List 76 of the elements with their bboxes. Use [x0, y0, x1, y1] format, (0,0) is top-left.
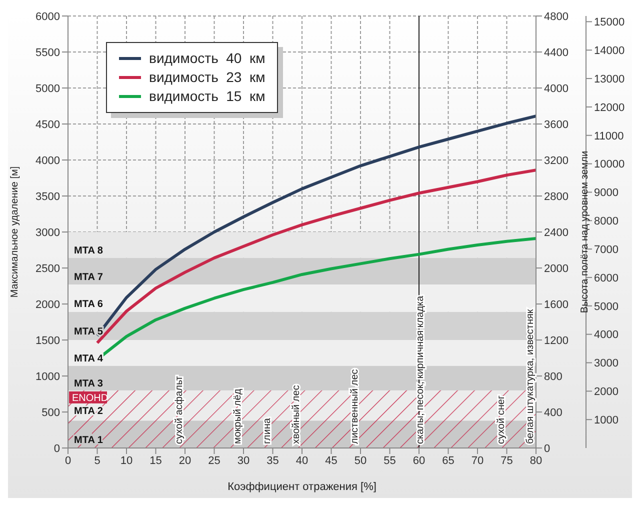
y3-tick-label: 12000 [594, 102, 625, 114]
x-tick-label: 20 [178, 454, 192, 467]
x-tick-label: 60 [412, 454, 426, 467]
y2-tick-label: 4400 [544, 46, 568, 59]
y2-tick-label: 1600 [544, 298, 568, 311]
y2-tick-label: 2000 [544, 262, 568, 275]
y3-tick-label: 1000 [594, 414, 618, 426]
band-label: MTA 7 [74, 272, 104, 283]
x-tick-label: 25 [208, 454, 220, 467]
y-tick-label: 5000 [36, 82, 60, 95]
y2-tick-label: 3200 [544, 154, 568, 167]
y2-tick-label: 3600 [544, 118, 568, 131]
y3-tick-label: 11000 [594, 130, 624, 142]
annotation: сухой снег [496, 395, 507, 444]
y-tick-label: 3500 [36, 190, 60, 203]
y3-tick-label: 13000 [594, 73, 625, 86]
y2-tick-label: 2400 [544, 226, 568, 239]
x-tick-label: 50 [354, 454, 367, 467]
y-tick-label: 5500 [36, 46, 60, 59]
x-tick-label: 40 [296, 454, 308, 467]
y2-tick-label: 2800 [544, 190, 568, 203]
legend-label: видимость 15 км [149, 87, 266, 106]
y3-tick-label: 6000 [594, 272, 618, 284]
y3-tick-label: 7000 [594, 244, 618, 256]
y3-tick-label: 2000 [594, 386, 618, 398]
y3-tick-label: 14000 [594, 45, 625, 58]
x-tick-label: 0 [64, 454, 72, 467]
annotation: хвойный лес [291, 385, 302, 444]
x-tick-label: 45 [325, 454, 338, 467]
x-tick-label: 30 [237, 454, 250, 467]
y2-tick-label: 800 [544, 370, 562, 383]
x-tick-label: 70 [471, 454, 484, 467]
y2-axis-title: Высота полёта над уровнем земли [580, 150, 591, 314]
y-tick-label: 4000 [36, 154, 60, 167]
annotation: лиственный лес [350, 369, 360, 444]
annotation: сухой асфальт [174, 376, 185, 444]
legend-label: видимость 40 км [149, 49, 266, 68]
y2-tick-label: 400 [544, 406, 562, 419]
y-tick-label: 4500 [36, 118, 60, 131]
x-axis-title: Коэффициент отражения [%] [228, 481, 376, 493]
x-tick-label: 10 [120, 454, 133, 467]
y-tick-label: 2000 [36, 298, 60, 311]
x-tick-label: 5 [94, 454, 100, 467]
y3-tick-label: 10000 [594, 158, 625, 171]
y3-tick-label: 9000 [594, 187, 618, 200]
ref-line-label: скалы, песок, кирпичная кладка [415, 295, 426, 444]
x-tick-label: 15 [150, 454, 162, 467]
band-label: MTA 6 [74, 298, 104, 310]
annotation: глина [262, 418, 273, 444]
x-tick-label: 35 [266, 454, 279, 467]
annotation: мокрый лёд [232, 388, 244, 444]
y3-tick-label: 5000 [594, 300, 618, 313]
y3-tick-label: 15000 [594, 16, 625, 29]
y3-tick-label: 3000 [594, 358, 618, 370]
y-tick-label: 6000 [36, 10, 60, 23]
x-tick-label: 55 [384, 454, 396, 467]
x-tick-label: 65 [442, 454, 454, 467]
y-tick-label: 0 [54, 442, 60, 455]
y-tick-label: 1000 [36, 370, 60, 383]
y2-tick-label: 0 [544, 442, 550, 455]
band-label: MTA 3 [74, 378, 104, 390]
y2-tick-label: 4000 [544, 82, 568, 95]
legend-label: видимость 23 км [149, 68, 266, 87]
y-axis-title: Максимальное удаление [м] [10, 166, 21, 298]
y-tick-label: 2500 [36, 262, 60, 275]
y2-tick-label: 1200 [544, 334, 568, 347]
y3-tick-label: 8000 [594, 216, 618, 228]
band-label: MTA 8 [74, 246, 104, 257]
y3-tick-label: 4000 [594, 329, 618, 342]
y-tick-label: 3000 [36, 226, 60, 239]
x-tick-label: 75 [500, 454, 513, 467]
y-tick-label: 500 [42, 406, 60, 419]
y-tick-label: 1500 [36, 334, 60, 347]
annotation: белая штукатурка, известняк [525, 308, 536, 444]
x-tick-label: 80 [530, 454, 542, 467]
y2-tick-label: 4800 [544, 10, 568, 23]
